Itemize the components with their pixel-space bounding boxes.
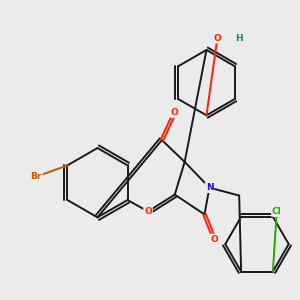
Text: Br: Br bbox=[30, 172, 42, 181]
Text: N: N bbox=[206, 183, 213, 192]
Text: Cl: Cl bbox=[272, 207, 282, 216]
Text: O: O bbox=[171, 108, 178, 117]
Text: H: H bbox=[236, 34, 243, 43]
Text: O: O bbox=[144, 207, 152, 216]
Text: O: O bbox=[214, 34, 221, 43]
Text: O: O bbox=[211, 235, 218, 244]
